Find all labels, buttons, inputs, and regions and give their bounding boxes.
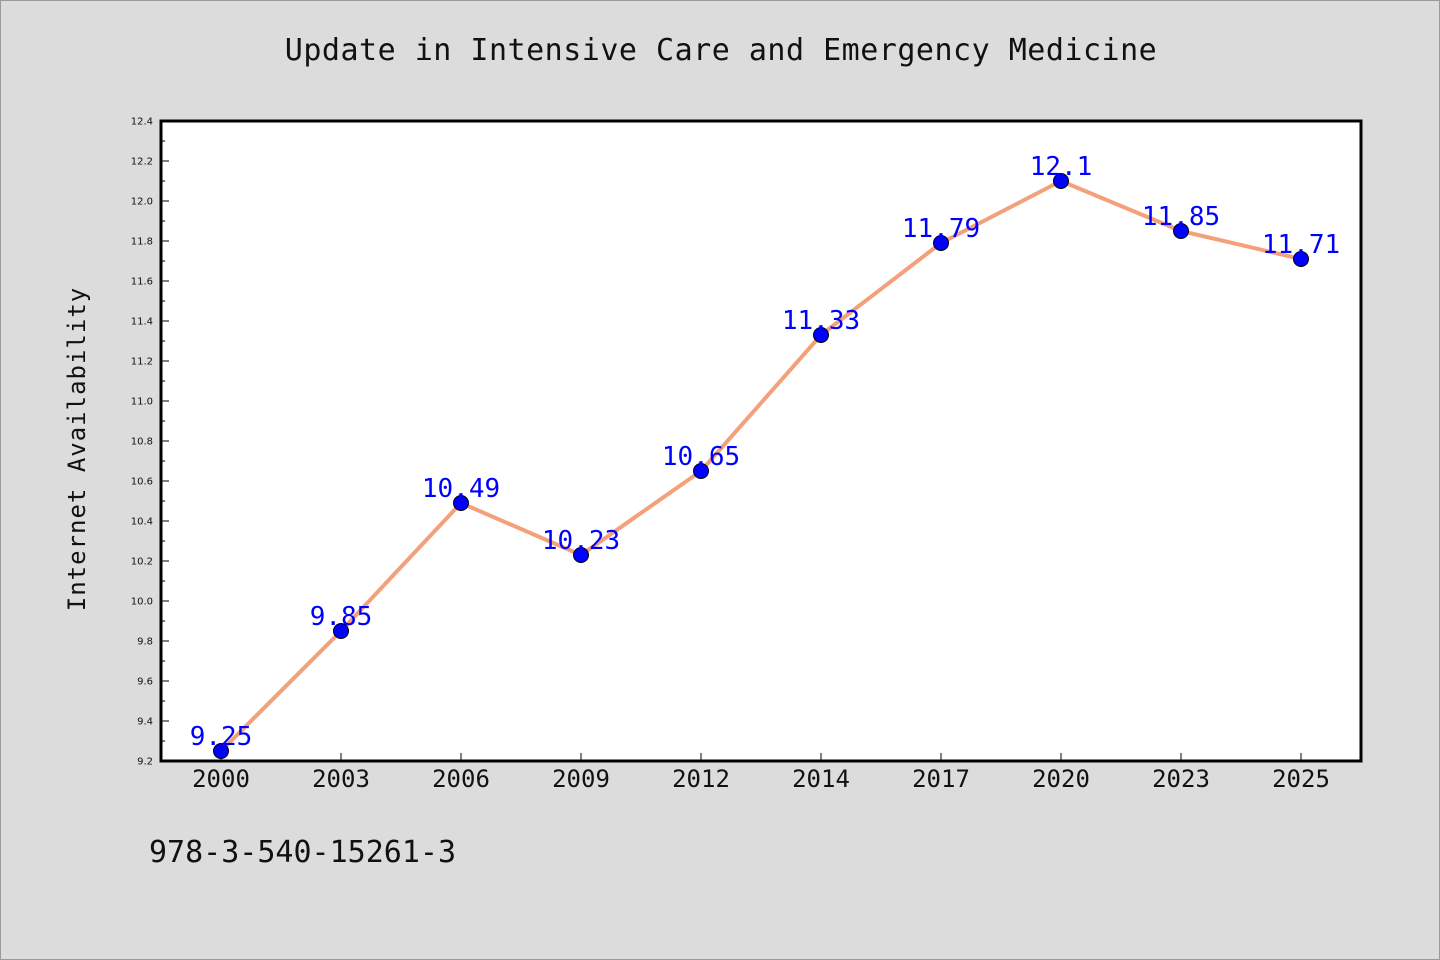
y-tick-label: 10.2 — [131, 557, 153, 568]
y-tick-label: 10.4 — [131, 517, 153, 528]
x-tick-label: 2014 — [792, 765, 850, 793]
data-label: 10.23 — [542, 526, 620, 556]
data-label: 12.1 — [1030, 152, 1093, 182]
y-tick-label: 11.6 — [131, 277, 153, 288]
plot-area — [159, 119, 1363, 763]
data-label: 9.25 — [190, 722, 253, 752]
chart-title: Update in Intensive Care and Emergency M… — [284, 33, 1158, 68]
y-tick-label: 9.8 — [137, 637, 153, 648]
y-tick-label: 11.2 — [131, 357, 153, 368]
x-tick-label: 2003 — [312, 765, 370, 793]
data-point — [933, 235, 949, 251]
x-tick-label: 2006 — [432, 765, 490, 793]
data-point — [693, 463, 709, 479]
y-tick-label: 9.2 — [137, 757, 153, 768]
x-tick-label: 2025 — [1272, 765, 1330, 793]
series-group — [213, 173, 1309, 759]
x-tick-label: 2017 — [912, 765, 970, 793]
y-tick-label: 12.2 — [131, 157, 153, 168]
data-labels-group: 9.25 9.85 10.49 10.23 10.65 11.33 11.79 12.1 11.… — [190, 152, 1340, 752]
x-tick-label: 2020 — [1032, 765, 1090, 793]
data-point — [213, 743, 229, 759]
series-line — [219, 179, 1303, 753]
y-tick-label: 11.4 — [131, 317, 153, 328]
x-tick-label: 2023 — [1152, 765, 1210, 793]
y-axis-ticks: 9.2 9.4 9.6 9.8 10.0 10.2 10.4 10.6 10.8 11.0 11.2… — [131, 117, 169, 768]
y-tick-label: 10.8 — [131, 437, 153, 448]
y-tick-label: 9.6 — [137, 677, 153, 688]
data-label: 11.79 — [902, 214, 980, 244]
y-tick-label: 10.0 — [131, 597, 153, 608]
y-tick-label: 11.8 — [131, 237, 153, 248]
x-tick-label: 2000 — [192, 765, 250, 793]
isbn-text: 978-3-540-15261-3 — [149, 835, 457, 870]
x-axis-ticks: 2000 2003 2006 2009 2012 2014 2017 2020 2023 2025 — [192, 753, 1330, 793]
data-label: 10.65 — [662, 442, 740, 472]
y-tick-label: 11.0 — [131, 397, 153, 408]
data-point — [453, 495, 469, 511]
data-point — [1293, 251, 1309, 267]
data-label: 10.49 — [422, 474, 500, 504]
x-tick-label: 2012 — [672, 765, 730, 793]
data-label: 11.33 — [782, 306, 860, 336]
data-label: 11.85 — [1142, 202, 1220, 232]
y-tick-label: 10.6 — [131, 477, 153, 488]
y-tick-label: 9.4 — [137, 717, 153, 728]
x-tick-label: 2009 — [552, 765, 610, 793]
y-tick-label: 12.0 — [131, 197, 153, 208]
data-label: 9.85 — [310, 602, 373, 632]
data-point — [813, 327, 829, 343]
data-point — [1173, 223, 1189, 239]
y-tick-label: 12.4 — [131, 117, 153, 128]
data-point — [573, 547, 589, 563]
data-point — [1053, 173, 1069, 189]
data-label: 11.71 — [1262, 230, 1340, 260]
data-point — [333, 623, 349, 639]
